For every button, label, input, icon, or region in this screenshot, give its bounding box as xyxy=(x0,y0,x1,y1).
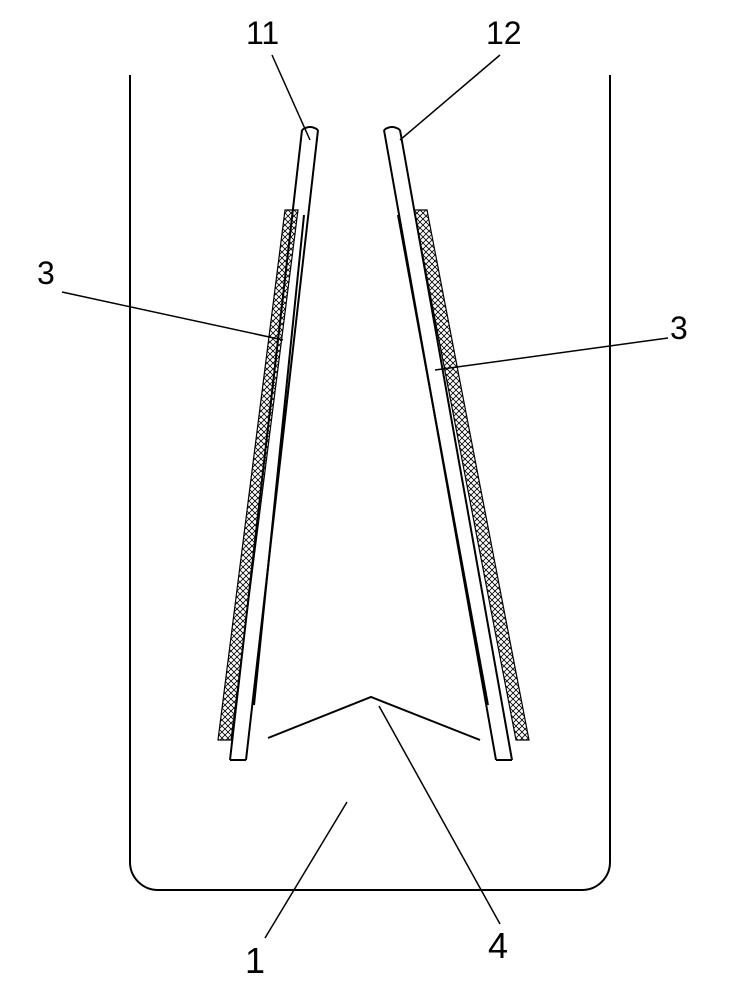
leader-3R xyxy=(435,338,668,370)
leader-11 xyxy=(272,55,310,140)
label-1: 1 xyxy=(245,940,265,982)
label-4: 4 xyxy=(488,925,508,967)
roof-shape xyxy=(268,697,480,740)
leader-1 xyxy=(265,802,347,938)
leader-12 xyxy=(400,55,500,140)
outer-container xyxy=(130,75,610,890)
label-12: 12 xyxy=(486,15,522,52)
diagram-svg xyxy=(0,0,753,1000)
drawing-group xyxy=(62,55,668,938)
right-top-cap xyxy=(384,127,400,130)
label-3L: 3 xyxy=(37,255,55,292)
right-hatch-strip xyxy=(414,210,529,740)
label-11: 11 xyxy=(246,15,279,52)
label-3R: 3 xyxy=(670,310,688,347)
leader-4 xyxy=(379,706,500,924)
leader-3L xyxy=(62,292,283,340)
